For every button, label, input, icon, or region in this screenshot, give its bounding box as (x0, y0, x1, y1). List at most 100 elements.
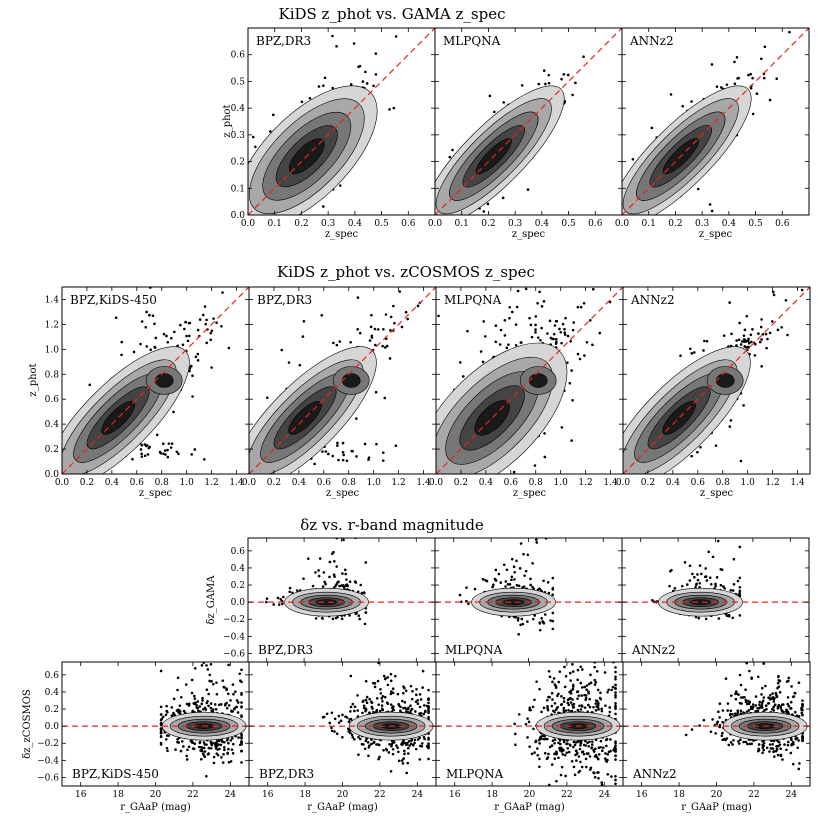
data-point (331, 34, 334, 38)
data-point (139, 448, 143, 451)
x-tick-label: 0.0 (615, 219, 630, 229)
plot-area (62, 662, 249, 778)
data-point (437, 493, 440, 496)
panel-frame (622, 286, 811, 475)
data-point (506, 251, 509, 254)
data-point (615, 271, 618, 274)
data-point (729, 419, 733, 422)
data-point (153, 345, 157, 349)
data-point (187, 334, 191, 338)
data-point (521, 622, 525, 626)
data-point (201, 313, 205, 317)
data-point (140, 452, 143, 456)
data-point (322, 571, 326, 574)
data-point (185, 754, 189, 758)
data-point (474, 475, 477, 478)
data-point (196, 328, 200, 332)
chart-gama: KiDS z vs. GAMA zKiDS z_phot vs. GAMA z_… (222, 5, 810, 264)
data-point (335, 565, 339, 568)
data-point (306, 239, 309, 242)
data-point (542, 69, 546, 72)
data-point (88, 383, 92, 387)
data-point (358, 331, 362, 335)
data-point (524, 569, 528, 573)
data-point (564, 316, 567, 320)
data-point (493, 110, 496, 114)
data-point (536, 336, 540, 339)
x-tick-label: 0.5 (748, 219, 763, 229)
data-point (626, 233, 629, 236)
data-point (737, 338, 741, 341)
data-point (307, 557, 310, 560)
reference-line (248, 28, 435, 215)
data-point (503, 319, 507, 322)
data-point (498, 490, 501, 493)
data-point (392, 106, 396, 110)
data-point (384, 313, 388, 316)
data-point (623, 490, 626, 493)
data-point (786, 333, 789, 337)
data-point (679, 354, 682, 357)
data-point (389, 315, 393, 319)
data-point (205, 318, 208, 322)
x-tick-label: 0.2 (267, 478, 281, 488)
data-point (673, 586, 677, 590)
data-point (704, 617, 708, 621)
x-tick-label: 0.6 (401, 219, 416, 229)
data-point (479, 350, 483, 353)
data-point (719, 583, 723, 587)
reference-line (622, 28, 809, 215)
data-point (680, 584, 684, 588)
data-point (77, 475, 80, 478)
panel-resid: ANNz2 (621, 537, 810, 663)
data-point (501, 196, 505, 200)
data-point (669, 93, 673, 96)
data-point (457, 501, 460, 504)
data-point (259, 530, 262, 533)
data-point (341, 451, 345, 454)
x-tick-label: 0.0 (241, 219, 256, 229)
panel-resid: MLPQNA (434, 537, 623, 663)
data-point (437, 246, 440, 249)
data-point (375, 442, 378, 446)
data-point (255, 239, 258, 242)
data-point (281, 602, 284, 606)
data-point (72, 485, 75, 488)
data-point (151, 314, 155, 318)
y-tick-label: 0.3 (231, 131, 246, 141)
data-point (166, 340, 170, 344)
data-point (450, 543, 453, 546)
data-point (504, 580, 508, 583)
data-point (540, 616, 543, 620)
data-point (716, 539, 720, 543)
data-point (546, 332, 549, 335)
data-point (383, 396, 387, 400)
data-point (351, 449, 354, 453)
data-point (288, 590, 292, 594)
data-point (448, 511, 451, 514)
data-point (508, 583, 512, 586)
data-point (629, 217, 632, 220)
data-point (559, 330, 563, 334)
data-point (191, 709, 195, 713)
data-point (355, 417, 358, 420)
data-point (517, 633, 520, 636)
data-point (529, 323, 533, 327)
data-point (728, 301, 731, 304)
data-point (357, 65, 360, 69)
data-point (454, 508, 457, 511)
data-point (295, 589, 299, 592)
data-point (633, 497, 636, 500)
data-point (255, 224, 258, 227)
data-point (758, 340, 762, 344)
data-point (338, 584, 341, 588)
data-point (271, 261, 274, 264)
y-tick-label: −0.6 (223, 649, 245, 659)
data-point (349, 340, 352, 344)
data-point (516, 289, 520, 293)
data-point (196, 359, 200, 362)
data-point (711, 555, 715, 559)
data-point (593, 276, 596, 279)
data-point (120, 340, 124, 344)
